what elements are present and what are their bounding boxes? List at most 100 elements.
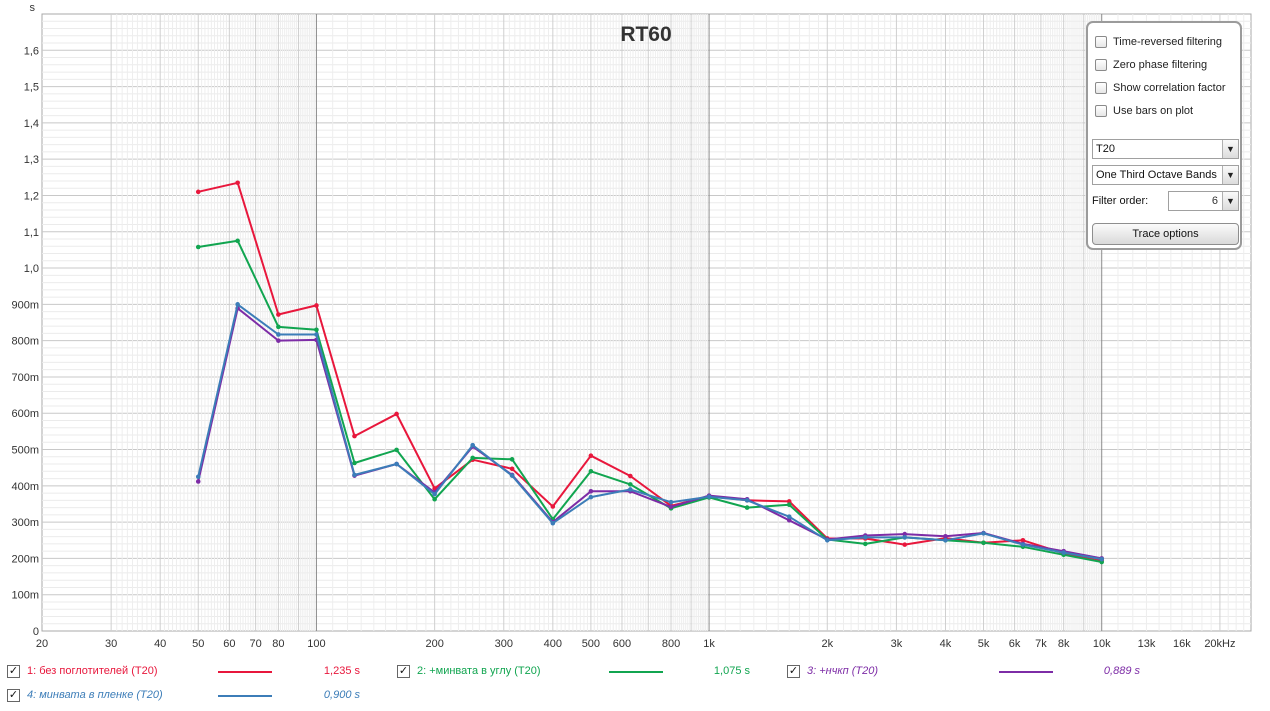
data-point bbox=[943, 537, 948, 543]
x-tick-label: 20 bbox=[36, 638, 48, 650]
zero-phase-filtering-label: Zero phase filtering bbox=[1113, 59, 1208, 71]
x-tick-label: 800 bbox=[662, 638, 680, 650]
data-point bbox=[394, 447, 399, 453]
x-tick-label: 30 bbox=[105, 638, 117, 650]
x-tick-label: 2k bbox=[821, 638, 833, 650]
y-tick-label: 300m bbox=[11, 517, 39, 529]
data-point bbox=[509, 473, 515, 478]
data-point bbox=[432, 491, 437, 497]
legend-checkbox[interactable]: ✓ bbox=[7, 665, 20, 678]
series-layer bbox=[195, 180, 1105, 565]
legend-series-value: 0,900 s bbox=[323, 689, 360, 701]
data-point bbox=[668, 504, 674, 510]
y-tick-label: 200m bbox=[11, 553, 39, 565]
legend-item-4: ✓ 4: минвата в пленке (T20) 0,900 s bbox=[0, 688, 1270, 704]
checkbox-icon[interactable] bbox=[1095, 59, 1107, 71]
data-point bbox=[195, 479, 201, 484]
chevron-down-icon[interactable]: ▼ bbox=[1222, 140, 1238, 158]
x-tick-label: 16k bbox=[1173, 638, 1191, 650]
checkbox-icon[interactable] bbox=[1095, 105, 1107, 117]
legend-checkbox[interactable]: ✓ bbox=[7, 689, 20, 702]
data-point bbox=[195, 189, 201, 195]
data-point bbox=[744, 505, 750, 510]
x-tick-label: 8k bbox=[1058, 638, 1070, 650]
legend-item-2: ✓ 2: +минвата в углу (T20) 1,075 s bbox=[0, 664, 1270, 680]
data-point bbox=[352, 460, 357, 466]
x-tick-label: 13k bbox=[1138, 638, 1156, 650]
data-point bbox=[352, 472, 357, 478]
show-correlation-factor-label: Show correlation factor bbox=[1113, 82, 1226, 94]
plot-area bbox=[41, 13, 1252, 632]
data-point bbox=[195, 474, 201, 480]
data-point bbox=[706, 494, 712, 500]
data-point bbox=[550, 504, 556, 509]
legend-series-name: 3: +нчкп (T20) bbox=[807, 665, 878, 677]
data-point bbox=[981, 531, 986, 536]
x-tick-label: 200 bbox=[425, 638, 443, 650]
data-point bbox=[943, 533, 948, 539]
chart-title: RT60 bbox=[620, 23, 671, 46]
legend-line-swatch bbox=[999, 671, 1053, 673]
time-reversed-filtering-checkbox[interactable]: Time-reversed filtering bbox=[1095, 34, 1222, 50]
filter-order-select[interactable]: 6 ▼ bbox=[1168, 191, 1239, 211]
x-tick-label: 100 bbox=[307, 638, 325, 650]
data-point bbox=[588, 488, 594, 494]
data-point bbox=[1020, 537, 1026, 543]
data-point bbox=[786, 518, 792, 523]
y-tick-label: 1,2 bbox=[24, 190, 39, 202]
legend-line-swatch bbox=[609, 671, 663, 673]
data-point bbox=[394, 411, 399, 417]
y-tick-label: 1,3 bbox=[24, 154, 39, 166]
y-tick-label: 500m bbox=[11, 445, 39, 457]
x-tick-label: 40 bbox=[154, 638, 166, 650]
bands-select-value: One Third Octave Bands bbox=[1096, 169, 1217, 181]
data-point bbox=[668, 499, 674, 505]
series-4 bbox=[195, 302, 1105, 562]
legend-series-value: 1,235 s bbox=[323, 665, 360, 677]
data-point bbox=[588, 453, 594, 458]
data-point bbox=[276, 324, 281, 330]
legend-series-name: 1: без поглотителей (T20) bbox=[27, 665, 158, 677]
chevron-down-icon[interactable]: ▼ bbox=[1222, 166, 1238, 184]
x-tick-label: 500 bbox=[582, 638, 600, 650]
use-bars-on-plot-checkbox[interactable]: Use bars on plot bbox=[1095, 103, 1193, 119]
data-point bbox=[470, 455, 475, 461]
data-point bbox=[550, 520, 556, 526]
zero-phase-filtering-checkbox[interactable]: Zero phase filtering bbox=[1095, 57, 1207, 73]
data-point bbox=[627, 473, 633, 479]
options-panel: Time-reversed filtering Zero phase filte… bbox=[1086, 21, 1242, 250]
x-tick-label: 5k bbox=[978, 638, 990, 650]
x-tick-label: 3k bbox=[891, 638, 903, 650]
x-tick-label: 70 bbox=[249, 638, 261, 650]
x-tick-label: 400 bbox=[544, 638, 562, 650]
y-tick-label: 1,5 bbox=[24, 82, 39, 94]
tick-labels: 20 30 40 50 60 70 80 100 200 300 400 500 600 800 1k 2k 3… bbox=[11, 45, 1235, 650]
data-point bbox=[863, 535, 868, 540]
legend-series-name: 2: +минвата в углу (T20) bbox=[417, 665, 541, 677]
data-point bbox=[902, 542, 908, 547]
data-point bbox=[744, 498, 750, 503]
y-tick-label: 1,4 bbox=[24, 118, 39, 130]
data-point bbox=[588, 494, 594, 500]
legend-checkbox[interactable]: ✓ bbox=[397, 665, 410, 678]
show-correlation-factor-checkbox[interactable]: Show correlation factor bbox=[1095, 80, 1226, 96]
y-axis-unit-label: s bbox=[30, 2, 36, 14]
data-point bbox=[235, 238, 240, 244]
data-point bbox=[276, 312, 281, 317]
legend-series-name: 4: минвата в пленке (T20) bbox=[27, 689, 163, 701]
data-point bbox=[509, 457, 515, 462]
legend-series-value: 0,889 s bbox=[1103, 665, 1140, 677]
data-point bbox=[470, 442, 475, 448]
y-tick-label: 100m bbox=[11, 590, 39, 602]
checkbox-icon[interactable] bbox=[1095, 82, 1107, 94]
checkbox-icon[interactable] bbox=[1095, 36, 1107, 48]
measure-select[interactable]: T20 ▼ bbox=[1092, 139, 1239, 159]
data-point bbox=[276, 338, 281, 343]
chevron-down-icon[interactable]: ▼ bbox=[1222, 192, 1238, 210]
bands-select[interactable]: One Third Octave Bands ▼ bbox=[1092, 165, 1239, 185]
y-tick-label: 700m bbox=[11, 372, 39, 384]
data-point bbox=[314, 327, 319, 333]
y-tick-label: 600m bbox=[11, 408, 39, 420]
trace-options-button[interactable]: Trace options bbox=[1092, 223, 1239, 245]
legend-checkbox[interactable]: ✓ bbox=[787, 665, 800, 678]
